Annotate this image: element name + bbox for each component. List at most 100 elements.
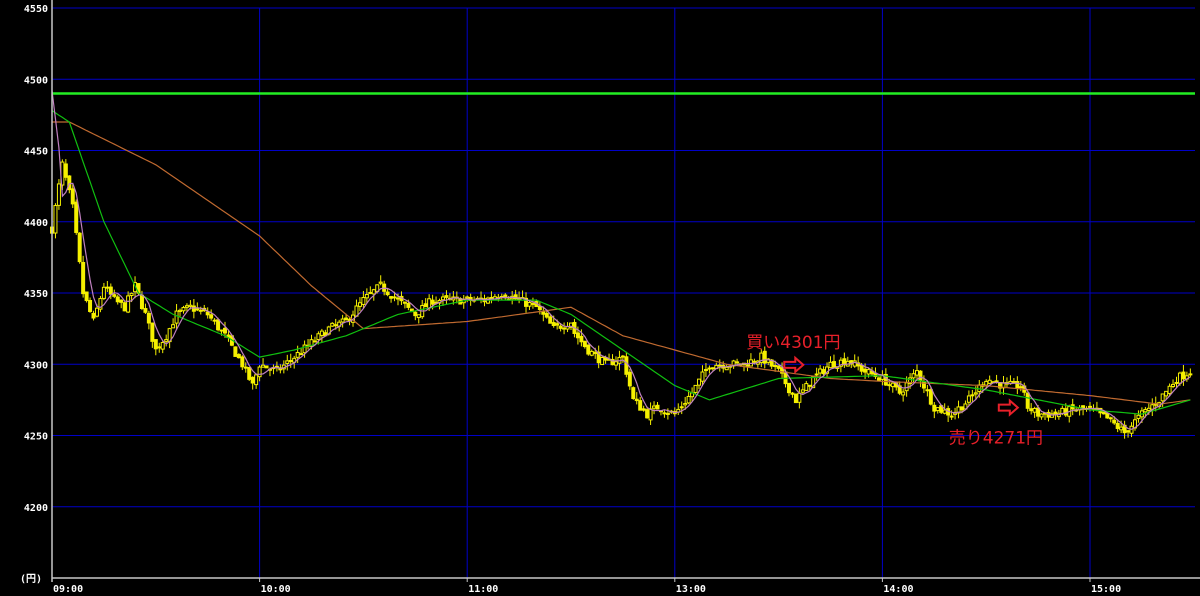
candle-body <box>94 307 99 317</box>
ma-mid-line <box>51 110 1191 415</box>
candle-body <box>1015 381 1020 389</box>
candle-body <box>1171 383 1176 388</box>
candle-body <box>537 305 542 311</box>
candle-body <box>932 404 937 412</box>
candle-body <box>88 300 93 312</box>
candle-body <box>150 322 155 342</box>
candle-body <box>555 323 560 326</box>
candle-body <box>430 299 435 305</box>
candle-body <box>77 232 82 263</box>
candle-body <box>662 412 667 415</box>
candle-body <box>821 369 826 375</box>
candle-body <box>288 360 293 363</box>
candle-body <box>330 322 335 327</box>
candle-body <box>627 371 632 387</box>
y-tick-label: 4200 <box>24 503 48 514</box>
candle-body <box>984 380 989 386</box>
candle-body <box>697 378 702 386</box>
candle-body <box>887 384 892 387</box>
candle-body <box>178 309 183 312</box>
candle-body <box>1036 407 1041 417</box>
candle-body <box>558 325 563 329</box>
candle-body <box>119 299 124 303</box>
candle-body <box>935 407 940 412</box>
candle-body <box>1160 393 1165 402</box>
candle-body <box>915 370 919 376</box>
candle-body <box>465 296 470 299</box>
candle-body <box>181 307 186 312</box>
candle-body <box>527 301 532 307</box>
candle-body <box>911 373 916 379</box>
candle-body <box>1143 408 1148 413</box>
candle-body <box>707 367 712 370</box>
candle-body <box>212 319 217 322</box>
candle-body <box>776 365 781 369</box>
candle-body <box>219 329 224 332</box>
candle-body <box>551 322 556 327</box>
candle-body <box>316 333 321 341</box>
candle-body <box>1167 385 1172 394</box>
candle-body <box>1011 381 1016 384</box>
y-tick-label: 4400 <box>24 218 48 229</box>
candle-body <box>385 291 390 296</box>
y-tick-label: 4350 <box>24 289 48 300</box>
candle-body <box>1126 430 1131 433</box>
candle-body <box>1115 423 1120 429</box>
candle-body <box>243 366 248 369</box>
candle-body <box>392 296 397 299</box>
candle-body <box>800 389 805 393</box>
candle-body <box>530 302 535 305</box>
candle-body <box>309 339 314 347</box>
candle-body <box>423 303 428 308</box>
candle-body <box>1063 408 1068 416</box>
y-tick-label: 4450 <box>24 147 48 158</box>
candle-body <box>645 409 650 419</box>
candle-body <box>122 302 127 312</box>
candle-body <box>70 188 75 205</box>
candle-body <box>745 364 750 367</box>
ma-long-line <box>52 121 1191 405</box>
candle-body <box>1101 411 1106 415</box>
candle-body <box>139 294 144 309</box>
candle-body <box>91 312 96 319</box>
candle-body <box>790 392 795 395</box>
candle-body <box>600 357 605 366</box>
candle-body <box>908 377 913 385</box>
candle-body <box>655 404 660 410</box>
candle-body <box>613 361 618 366</box>
candle-body <box>562 327 567 330</box>
candle-body <box>966 395 971 403</box>
candle-body <box>285 360 290 364</box>
candle-body <box>762 350 767 364</box>
candle-body <box>1105 412 1110 419</box>
candle-body <box>1188 373 1193 376</box>
candle-body <box>101 286 106 299</box>
candle-body <box>302 344 307 354</box>
candle-body <box>873 372 878 378</box>
y-tick-label: 4500 <box>24 75 48 86</box>
candle-body <box>876 377 881 381</box>
candle-body <box>735 361 740 364</box>
x-tick-label: 13:00 <box>676 584 706 595</box>
axes: 4550 4500 4450 4400 4350 4300 4250 4200 09:00 10:… <box>24 0 1200 595</box>
candle-body <box>171 324 176 329</box>
candle-body <box>444 295 449 298</box>
candle-body <box>378 281 383 284</box>
candle-body <box>793 393 798 404</box>
candle-body <box>548 316 553 324</box>
candle-body <box>233 346 238 357</box>
candle-body <box>164 339 169 342</box>
candle-body <box>108 286 113 295</box>
candle-body <box>686 395 691 404</box>
candle-body <box>63 163 68 178</box>
candle-body <box>773 365 778 368</box>
candle-body <box>333 324 338 327</box>
candle-body <box>831 361 836 368</box>
candle-body <box>1018 386 1023 389</box>
candle-body <box>586 344 591 355</box>
y-tick-label: 4300 <box>24 360 48 371</box>
candle-body <box>866 369 871 375</box>
candle-body <box>312 340 317 343</box>
candle-body <box>693 384 698 393</box>
sell-annotation: 売り4271円 <box>949 429 1043 449</box>
